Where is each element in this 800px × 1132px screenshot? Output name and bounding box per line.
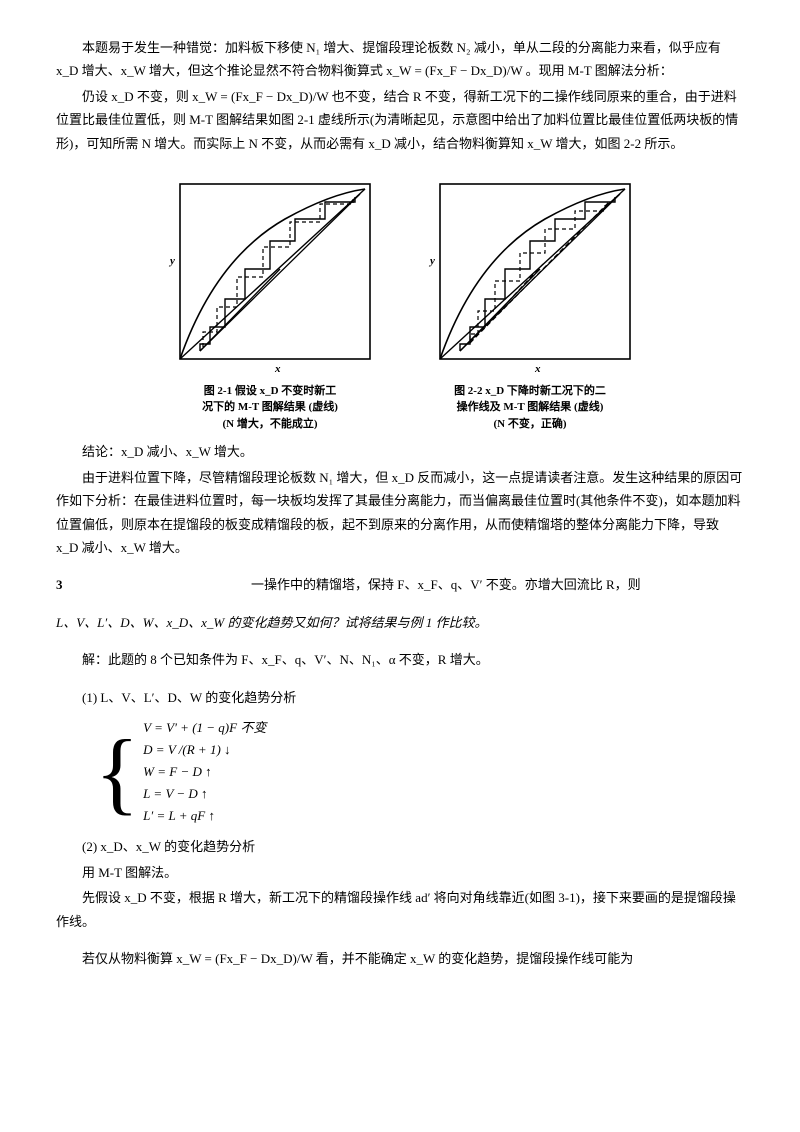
paragraph-5: L、V、L′、D、W、x_D、x_W 的变化趋势又如何？试将结果与例 1 作比较… — [56, 611, 744, 634]
svg-text:x: x — [534, 363, 541, 375]
svg-text:x: x — [274, 363, 281, 375]
paragraph-10: 先假设 x_D 不变，根据 R 增大，新工况下的精馏段操作线 ad′ 将向对角线… — [56, 886, 744, 933]
figure-2-2-caption: 图 2-2 x_D 下降时新工况下的二 操作线及 M-T 图解结果 (虚线) (… — [454, 383, 606, 433]
eq-line-2: D = V /(R + 1) ↓ — [143, 739, 266, 761]
eq-line-5: L′ = L + qF ↑ — [143, 805, 266, 827]
paragraph-1: 本题易于发生一种错觉：加料板下移使 N₁ 增大、提馏段理论板数 N₂ 减小，单从… — [56, 36, 744, 83]
svg-text:y: y — [428, 255, 435, 267]
figures-container: y x 图 2-1 假设 x_D 不变时新工 况下的 M-T 图解结果 (虚线)… — [56, 169, 744, 433]
paragraph-2: 仍设 x_D 不变，则 x_W = (Fx_F − Dx_D)/W 也不变，结合… — [56, 85, 744, 155]
example-3-text: 一操作中的精馏塔，保持 F、x_F、q、V′ 不变。亦增大回流比 R，则 — [251, 577, 641, 592]
eq-line-3: W = F − D ↑ — [143, 761, 266, 783]
paragraph-8: (2) x_D、x_W 的变化趋势分析 — [56, 835, 744, 858]
figure-2-1: y x 图 2-1 假设 x_D 不变时新工 况下的 M-T 图解结果 (虚线)… — [155, 169, 385, 433]
paragraph-9: 用 M-T 图解法。 — [56, 861, 744, 884]
figure-2-2: y x 图 2-2 x_D 下降时新工况下的二 操作线及 M-T 图解结果 (虚… — [415, 169, 645, 433]
paragraph-6: 解：此题的 8 个已知条件为 F、x_F、q、V′、N、N₁、α 不变，R 增大… — [56, 648, 744, 671]
equation-system: { V = V′ + (1 − q)F 不变 D = V /(R + 1) ↓ … — [95, 717, 744, 827]
example-3-number: 3 — [56, 577, 63, 592]
brace-icon: { — [95, 717, 139, 827]
example-3-header: 3 一操作中的精馏塔，保持 F、x_F、q、V′ 不变。亦增大回流比 R，则 — [56, 573, 744, 596]
paragraph-11: 若仅从物料衡算 x_W = (Fx_F − Dx_D)/W 看，并不能确定 x_… — [56, 947, 744, 970]
svg-text:y: y — [168, 255, 175, 267]
eq-line-1: V = V′ + (1 − q)F 不变 — [143, 717, 266, 739]
fig1-cap-1: 图 2-1 假设 x_D 不变时新工 — [202, 383, 338, 400]
figure-2-1-svg: y x — [155, 169, 385, 379]
fig2-cap-2: 操作线及 M-T 图解结果 (虚线) — [454, 399, 606, 416]
figure-2-2-svg: y x — [415, 169, 645, 379]
fig1-cap-3: (N 增大，不能成立) — [202, 416, 338, 433]
fig2-cap-1: 图 2-2 x_D 下降时新工况下的二 — [454, 383, 606, 400]
fig2-cap-3: (N 不变，正确) — [454, 416, 606, 433]
fig1-cap-2: 况下的 M-T 图解结果 (虚线) — [202, 399, 338, 416]
figure-2-1-caption: 图 2-1 假设 x_D 不变时新工 况下的 M-T 图解结果 (虚线) (N … — [202, 383, 338, 433]
paragraph-3: 结论：x_D 减小、x_W 增大。 — [56, 440, 744, 463]
paragraph-4: 由于进料位置下降，尽管精馏段理论板数 N₁ 增大，但 x_D 反而减小，这一点提… — [56, 466, 744, 560]
eq-line-4: L = V − D ↑ — [143, 783, 266, 805]
paragraph-7: (1) L、V、L′、D、W 的变化趋势分析 — [56, 686, 744, 709]
